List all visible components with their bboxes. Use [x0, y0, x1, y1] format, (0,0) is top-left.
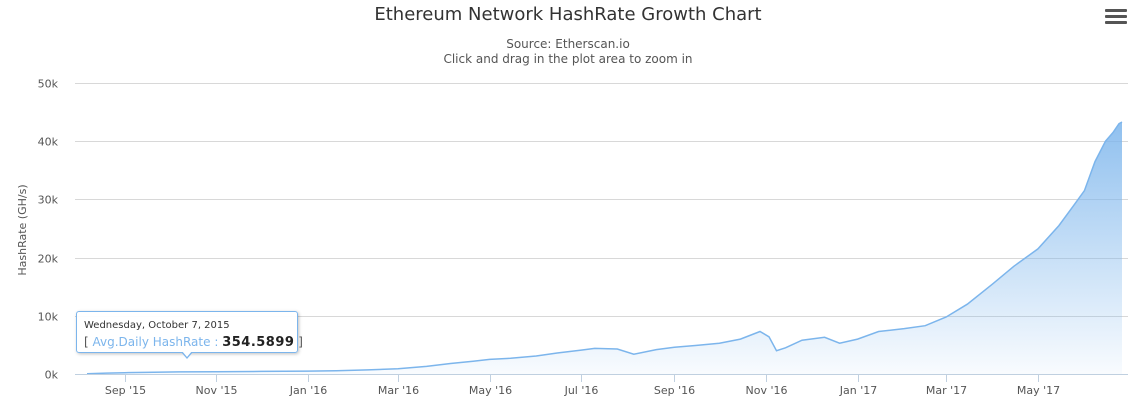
- chart-menu-icon[interactable]: [1105, 9, 1127, 27]
- x-axis-ticks: Sep '15 Nov '15 Jan '16 Mar '16 May '16 Jul '…: [75, 374, 1128, 397]
- y-tick-label: 0k: [45, 369, 59, 382]
- x-tick-label: Sep '16: [654, 384, 695, 397]
- tooltip-separator: :: [214, 335, 219, 349]
- y-tick-label: 40k: [38, 136, 59, 149]
- x-tick-label: May '17: [1017, 384, 1060, 397]
- y-axis-label: HashRate (GH/s): [16, 184, 29, 275]
- chart-title: Ethereum Network HashRate Growth Chart: [374, 4, 761, 25]
- chart-source-subtitle: Source: Etherscan.io: [506, 37, 630, 51]
- x-tick-label: Jul '16: [564, 384, 599, 397]
- chart-zoom-hint: Click and drag in the plot area to zoom …: [443, 52, 692, 66]
- menu-bar: [1105, 9, 1127, 12]
- y-tick-label: 30k: [38, 194, 59, 207]
- menu-bar: [1105, 15, 1127, 18]
- tooltip-pointer-inner: [182, 351, 192, 357]
- tooltip-series-name: Avg.Daily HashRate: [92, 335, 211, 349]
- series-area-fill: [87, 122, 1122, 374]
- x-tick-label: Nov '15: [196, 384, 238, 397]
- x-tick-label: Sep '15: [105, 384, 146, 397]
- x-tick-label: Jan '16: [289, 384, 327, 397]
- y-tick-label: 50k: [38, 78, 59, 91]
- tooltip-open-bracket: [: [84, 335, 89, 349]
- x-tick-label: Jan '17: [839, 384, 877, 397]
- y-tick-label: 10k: [38, 311, 59, 324]
- x-tick-label: Nov '16: [746, 384, 788, 397]
- tooltip-row: [ Avg.Daily HashRate : 354.5899 ]: [84, 333, 303, 352]
- series-area: [86, 121, 1123, 375]
- tooltip-value: 354.5899: [222, 335, 295, 350]
- y-axis-ticks: 0k 10k 20k 30k 40k 50k: [38, 78, 59, 382]
- menu-bar: [1105, 21, 1127, 24]
- y-tick-label: 20k: [38, 253, 59, 266]
- tooltip-close-bracket: ]: [298, 335, 303, 349]
- x-tick-label: Mar '17: [926, 384, 967, 397]
- data-tooltip: Wednesday, October 7, 2015 [ Avg.Daily H…: [76, 311, 303, 353]
- tooltip-date: Wednesday, October 7, 2015: [84, 320, 230, 331]
- x-tick-label: Mar '16: [378, 384, 419, 397]
- x-tick-label: May '16: [469, 384, 512, 397]
